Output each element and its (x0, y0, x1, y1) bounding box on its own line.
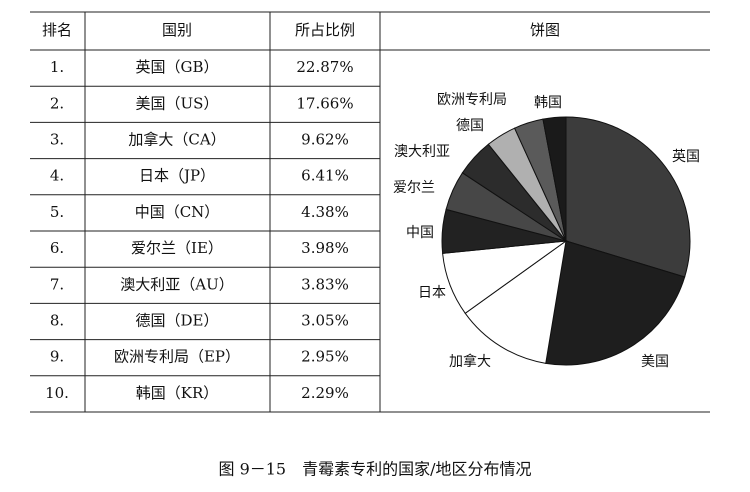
rank-cell: 8. (50, 312, 64, 330)
country-cell: 韩国（KR） (136, 384, 219, 402)
country-cell: 中国（CN） (135, 203, 220, 221)
pie-label: 加拿大 (449, 353, 491, 370)
country-cell: 美国（US） (136, 94, 219, 112)
pie-label: 澳大利亚 (394, 144, 450, 160)
share-cell: 22.87% (296, 58, 353, 76)
country-cell: 英国（GB） (135, 58, 218, 76)
pie-slice (545, 240, 686, 366)
country-cell: 加拿大（CA） (128, 131, 225, 149)
header-cell: 国别 (162, 21, 192, 39)
share-cell: 2.29% (301, 384, 349, 402)
share-cell: 9.62% (301, 131, 349, 149)
country-cell: 爱尔兰（IE） (131, 239, 223, 257)
share-cell: 6.41% (301, 167, 349, 185)
rank-cell: 3. (50, 131, 64, 149)
share-cell: 3.83% (301, 275, 349, 293)
rank-cell: 4. (50, 167, 64, 185)
rank-cell: 2. (50, 94, 64, 112)
country-cell: 日本（JP） (139, 167, 215, 185)
header-cell: 所占比例 (295, 21, 355, 39)
rank-cell: 1. (50, 58, 64, 76)
rank-cell: 5. (50, 203, 64, 221)
pie-slice (565, 116, 691, 278)
pie-label: 日本 (418, 285, 446, 301)
pie-label: 韩国 (534, 95, 562, 111)
rank-cell: 6. (50, 239, 64, 257)
pie-label: 英国 (672, 148, 700, 165)
share-cell: 2.95% (301, 348, 349, 366)
rank-cell: 10. (45, 384, 69, 402)
pie-slice (542, 116, 567, 242)
rank-cell: 9. (50, 348, 64, 366)
caption: 图 9－15 青霉素专利的国家/地区分布情况 (218, 460, 531, 479)
pie-label: 德国 (456, 118, 484, 134)
pie-slice (464, 239, 567, 364)
share-cell: 4.38% (301, 203, 349, 221)
country-cell: 德国（DE） (136, 312, 219, 330)
share-cell: 3.05% (301, 312, 349, 330)
header-cell: 排名 (42, 21, 72, 39)
header-cell: 饼图 (530, 21, 560, 39)
share-cell: 3.98% (301, 239, 349, 257)
country-cell: 欧洲专利局（EP） (114, 348, 240, 366)
country-cell: 澳大利亚（AU） (120, 275, 233, 293)
pie-label: 中国 (406, 225, 434, 241)
pie-label: 欧洲专利局 (437, 92, 507, 108)
pie-label: 美国 (641, 354, 669, 370)
share-cell: 17.66% (296, 94, 353, 112)
rank-cell: 7. (50, 275, 64, 293)
pie-label: 爱尔兰 (393, 180, 435, 196)
